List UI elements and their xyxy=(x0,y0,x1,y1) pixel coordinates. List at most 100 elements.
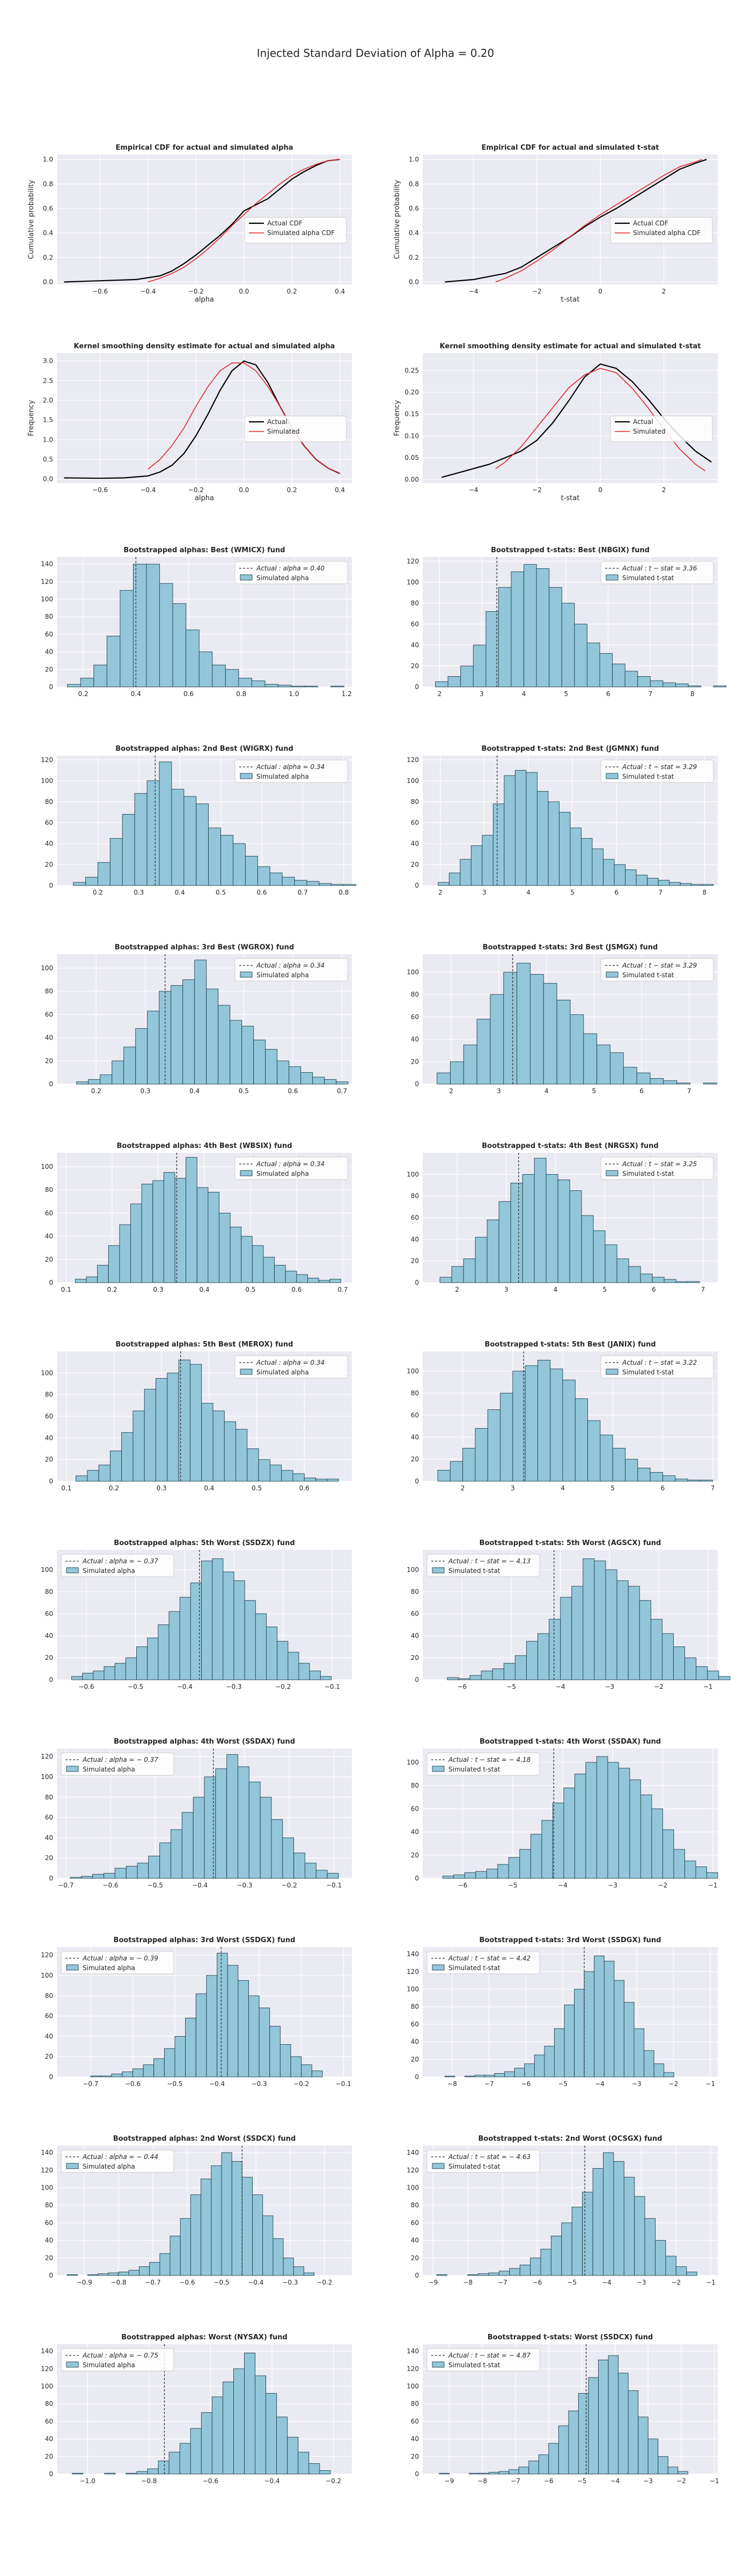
legend-box xyxy=(61,2149,174,2173)
x-tick-label: −0.4 xyxy=(209,2080,225,2088)
y-tick-label: 80 xyxy=(45,2201,53,2209)
histogram-bar xyxy=(700,1480,713,1482)
y-tick-label: 20 xyxy=(411,861,419,868)
histogram-bar xyxy=(478,2472,490,2475)
x-tick-label: 5 xyxy=(602,1286,607,1293)
legend-entry: Actual : alpha = − 0.37 xyxy=(82,1756,158,1763)
histogram-bar xyxy=(669,882,681,886)
histogram-bar xyxy=(667,2467,679,2475)
y-tick-label: 120 xyxy=(41,756,53,764)
chart-title: Bootstrapped t-stats: 5th Worst (AGSCX) … xyxy=(480,1539,661,1547)
legend-entry: Simulated xyxy=(633,428,666,435)
histogram-bar xyxy=(255,2375,267,2475)
histogram-bar xyxy=(264,684,278,687)
histogram-bar xyxy=(450,1461,463,1482)
legend-box xyxy=(61,1951,174,1974)
histogram-bar xyxy=(168,1611,180,1680)
x-tick-label: −0.3 xyxy=(252,2080,267,2088)
histogram-bar xyxy=(111,2073,123,2077)
x-tick-label: −1 xyxy=(710,2477,719,2485)
chart-title: Kernel smoothing density estimate for ac… xyxy=(440,342,701,350)
histogram-bar xyxy=(88,1079,101,1085)
histogram-bar xyxy=(451,1266,464,1283)
histogram-bar xyxy=(168,2451,180,2475)
legend: Actual Simulated xyxy=(610,415,713,442)
legend-entry: Simulated alpha xyxy=(83,1964,135,1972)
histogram-bar xyxy=(525,1365,538,1482)
y-tick-label: 1.0 xyxy=(43,436,53,443)
histogram-bar xyxy=(607,1762,619,1879)
x-tick-label: 0.4 xyxy=(131,690,141,698)
histogram-bar xyxy=(484,2075,495,2077)
histogram-bar xyxy=(463,1044,477,1085)
histogram-bar xyxy=(650,1078,664,1085)
legend-swatch xyxy=(432,1766,445,1772)
histogram-bar xyxy=(574,624,587,687)
chart-panel-22: −9 −8 −7 −6 −5 −4 −3 −2 −1 0 20 40 60 80 100 120 140 Boot… xyxy=(407,2135,718,2286)
histogram-bar xyxy=(578,2393,589,2475)
histogram-bar xyxy=(571,2207,583,2276)
x-tick-label: −1 xyxy=(703,1683,713,1690)
y-tick-label: 100 xyxy=(407,1367,419,1375)
histogram-bar xyxy=(439,2472,450,2475)
histogram-bar xyxy=(664,2072,674,2077)
x-tick-label: −7 xyxy=(511,2477,520,2485)
x-tick-label: 7 xyxy=(648,690,652,698)
histogram-bar xyxy=(114,1663,126,1680)
x-tick-label: −0.3 xyxy=(282,2279,298,2286)
x-tick-label: 0.2 xyxy=(78,690,89,698)
chart-title: Bootstrapped alphas: 2nd Worst (SSDCX) f… xyxy=(113,2135,296,2143)
histogram-bar xyxy=(331,884,344,886)
y-tick-label: 80 xyxy=(411,1389,419,1397)
y-tick-label: 0 xyxy=(49,1279,53,1286)
chart-title: Bootstrapped t-stats: 2nd Best (JGMNX) f… xyxy=(482,745,659,753)
histogram-bar xyxy=(112,1060,124,1085)
histogram-bar xyxy=(126,1865,138,1879)
histogram-bar xyxy=(570,828,581,886)
y-tick-label: 0 xyxy=(49,683,53,691)
y-tick-label: 40 xyxy=(45,1034,53,1042)
x-tick-label: 2 xyxy=(438,690,442,698)
histogram-bar xyxy=(637,676,651,687)
x-tick-label: −0.5 xyxy=(213,2279,229,2286)
histogram-bar xyxy=(296,1274,308,1283)
legend: Actual : t − stat = 3.25 Simulated t-stat xyxy=(600,1157,714,1180)
histogram-bar xyxy=(241,1026,254,1085)
histogram-bar xyxy=(585,1762,597,1879)
histogram-bar xyxy=(230,1226,242,1283)
x-tick-label: 0.8 xyxy=(338,889,349,896)
y-tick-label: 60 xyxy=(45,1814,53,1821)
histogram-bar xyxy=(255,1613,267,1680)
histogram-bar xyxy=(504,2071,515,2077)
y-tick-label: 100 xyxy=(41,1972,53,1979)
histogram-bar xyxy=(153,2058,165,2077)
y-tick-label: 1.5 xyxy=(43,416,53,424)
x-tick-label: −0.4 xyxy=(177,1683,193,1690)
histogram-bar xyxy=(128,2270,139,2276)
histogram-bar xyxy=(438,882,450,886)
histogram-bar xyxy=(636,875,648,886)
histogram-bar xyxy=(85,876,98,886)
y-tick-label: 40 xyxy=(45,2237,53,2244)
histogram-bar xyxy=(119,1224,131,1283)
y-axis-label: Frequency xyxy=(393,400,401,436)
legend-entry: Actual : alpha = 0.34 xyxy=(256,1359,325,1366)
histogram-bar xyxy=(235,1429,248,1482)
histogram-bar xyxy=(315,1870,328,1879)
histogram-bar xyxy=(193,1797,205,1879)
x-tick-label: −0.8 xyxy=(111,2279,127,2286)
x-tick-label: 0.2 xyxy=(287,288,297,295)
histogram-bar xyxy=(498,1201,511,1283)
legend-box xyxy=(426,1951,540,1974)
histogram-bar xyxy=(212,664,226,687)
y-tick-label: 0.8 xyxy=(409,180,419,188)
histogram-bar xyxy=(548,2443,559,2475)
y-tick-label: 100 xyxy=(407,777,419,785)
chart-panel-18: −6 −5 −4 −3 −2 −1 0 20 40 60 80 100 Bootstrapped t-s… xyxy=(407,1738,718,1889)
histogram-bar xyxy=(180,2218,191,2276)
y-tick-label: 100 xyxy=(407,579,419,586)
histogram-bar xyxy=(664,1279,676,1283)
x-tick-label: −0.7 xyxy=(145,2279,160,2286)
histogram-bar xyxy=(512,1371,526,1482)
